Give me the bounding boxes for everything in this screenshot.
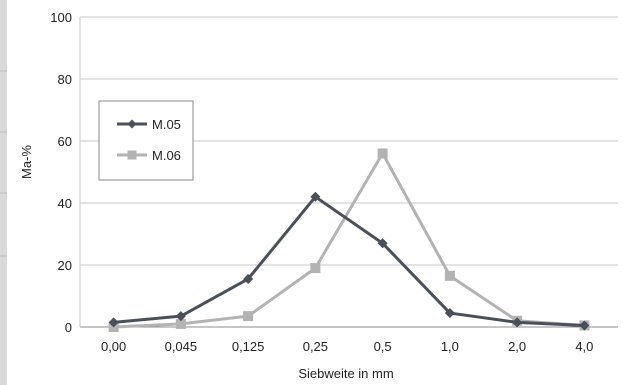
point-marker-m05 — [444, 308, 455, 319]
y-tick-label: 40 — [58, 196, 72, 211]
point-marker-m05 — [377, 238, 388, 249]
series-group — [108, 148, 590, 332]
legend-marker-m06 — [127, 150, 137, 160]
x-tick-label: 1,0 — [441, 339, 459, 354]
point-marker-m06 — [175, 318, 186, 329]
y-axis-title: Ma-% — [19, 145, 34, 179]
x-tick-label: 0,25 — [303, 339, 328, 354]
x-tick-label: 0,045 — [165, 339, 198, 354]
y-tick-label: 0 — [65, 320, 72, 335]
legend-label-m05: M.05 — [152, 117, 181, 132]
x-axis-title: Siebweite in mm — [298, 366, 393, 381]
legend-label-m06: M.06 — [152, 148, 181, 163]
y-tick-label: 80 — [58, 72, 72, 87]
point-marker-m06 — [377, 148, 388, 159]
x-tick-label: 0,5 — [374, 339, 392, 354]
point-marker-m05 — [175, 311, 186, 322]
series-line-m06 — [113, 151, 585, 329]
gridlines — [79, 16, 618, 328]
point-marker-m06 — [444, 270, 455, 281]
x-tick-label: 2,0 — [508, 339, 526, 354]
point-marker-m05 — [512, 317, 523, 328]
y-tick-label: 20 — [58, 258, 72, 273]
y-tick-label: 60 — [58, 134, 72, 149]
legend-marker-m05 — [127, 119, 137, 129]
y-tick-labels: 0 20 40 60 80 100 — [50, 10, 72, 335]
point-marker-m06 — [310, 263, 321, 274]
legend: M.05 M.06 — [98, 100, 194, 181]
point-marker-m05 — [310, 191, 321, 202]
point-marker-m05 — [579, 320, 590, 331]
x-tick-label: 0,125 — [232, 339, 265, 354]
point-marker-m05 — [108, 317, 119, 328]
point-marker-m06 — [243, 311, 254, 322]
legend-box — [98, 100, 194, 181]
x-tick-label: 0,00 — [101, 339, 126, 354]
series-line-m05 — [113, 195, 585, 327]
point-marker-m05 — [243, 273, 254, 284]
y-tick-label: 100 — [50, 10, 72, 25]
x-tick-labels: 0,00 0,045 0,125 0,25 0,5 1,0 2,0 4,0 — [101, 339, 593, 354]
x-tick-label: 4,0 — [575, 339, 593, 354]
